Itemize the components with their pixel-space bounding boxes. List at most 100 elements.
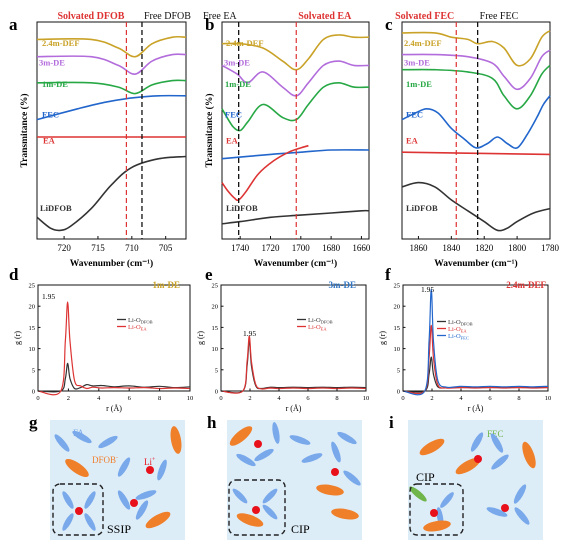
y-tick-label: 10 [212, 346, 219, 353]
li-label: Li+ [144, 457, 156, 467]
x-tick-label: 1660 [352, 243, 371, 253]
dfob-anion [236, 513, 264, 527]
ftir-panel-a: a Solvated DFOB Free DFOB 2.4m-DEF 3m-DE 1m-D… [9, 11, 191, 269]
y-tick-label: 20 [212, 304, 219, 311]
ftir-panels: a Solvated DFOB Free DFOB 2.4m-DEF 3m-DE 1m-D… [9, 11, 560, 269]
y-tick-label: 25 [29, 283, 36, 290]
fa-molecule [490, 433, 504, 453]
ssip-box [52, 483, 104, 536]
x-tick-label: 8 [158, 395, 161, 402]
ssip-label: SSIP [107, 522, 131, 536]
x-axis-label: Wavenumber (cm⁻¹) [70, 258, 153, 269]
spectrum-1m-DE [36, 79, 187, 95]
x-tick-label: 10 [545, 395, 552, 402]
y-tick-label: 5 [397, 367, 400, 374]
x-tick-label: 4 [277, 395, 281, 402]
x-tick-label: 0 [36, 395, 39, 402]
panel-letter-b: b [205, 15, 214, 34]
x-tick-label: 0 [219, 395, 222, 402]
dfob-anion [229, 426, 253, 446]
legend-entry: Li-ODFOB [128, 317, 153, 325]
series-label: LiDFOB [406, 203, 438, 213]
fa-molecule [54, 434, 70, 452]
y-tick-label: 0 [215, 389, 218, 396]
series-label: 2.4m-DEF [42, 38, 80, 48]
li-ion [254, 440, 262, 448]
legend-entry: Li-OEA [448, 326, 467, 334]
x-tick-label: 10 [363, 395, 370, 402]
rdf-curve-Li-O-EA [37, 301, 191, 396]
fa-molecule [98, 435, 118, 449]
x-tick-label: 1800 [508, 243, 527, 253]
spectrum-EA [221, 144, 309, 202]
fa-molecule [440, 492, 454, 508]
header-solvated: Solvated FEC [395, 11, 454, 22]
fa-molecule [337, 431, 357, 445]
x-tick-label: 1820 [475, 243, 494, 253]
peak-label: 1.95 [42, 292, 55, 301]
y-tick-label: 15 [212, 325, 219, 332]
molecules-h [229, 422, 361, 527]
series-label: FEC [406, 109, 423, 119]
y-axis-label: g (r) [196, 331, 205, 345]
y-tick-label: 20 [29, 304, 36, 311]
header-free: Free EA [203, 11, 237, 22]
dfob-anion [65, 458, 89, 478]
panel-title: 1m-DE [153, 280, 181, 290]
y-axis-label: g (r) [378, 331, 387, 345]
spectrum-FEC [36, 94, 187, 121]
x-tick-label: 710 [125, 243, 139, 253]
series-label: 1m-DE [225, 79, 251, 89]
y-tick-label: 15 [29, 325, 36, 332]
series-label: 1m-DE [406, 79, 432, 89]
x-tick-label: 720 [57, 243, 71, 253]
x-tick-label: 8 [517, 395, 520, 402]
dfob-anion [455, 457, 481, 475]
dfob-anion [331, 508, 359, 520]
x-tick-label: 0 [401, 395, 404, 402]
x-axis-label: Wavenumber (cm⁻¹) [254, 258, 337, 269]
spectrum-LiDFOB [221, 209, 370, 225]
fa-molecule [236, 453, 256, 467]
fa-molecule [84, 491, 96, 509]
fec-molecule [409, 486, 427, 502]
peak-label: 1.95 [421, 285, 434, 294]
series-label: FEC [42, 109, 59, 119]
x-tick-label: 2 [430, 395, 433, 402]
y-tick-label: 0 [397, 389, 400, 396]
fa-molecule [84, 513, 96, 531]
y-axis-label: g (r) [13, 331, 22, 345]
fa-molecule [331, 441, 341, 463]
fa-molecule [343, 470, 361, 486]
cip-label: CIP [291, 522, 310, 536]
x-axis-label: r (Å) [468, 404, 484, 413]
peak-label: 1.95 [243, 329, 256, 338]
fa-molecule [117, 490, 131, 510]
plot-frame [401, 21, 551, 240]
panel-title: 3m-DE [329, 280, 357, 290]
fa-molecule [513, 484, 527, 504]
li-ion [474, 455, 482, 463]
series-label: LiDFOB [226, 203, 258, 213]
x-axis-label: r (Å) [106, 404, 122, 413]
x-axis-label: Wavenumber (cm⁻¹) [434, 258, 517, 269]
fa-molecule [157, 459, 167, 481]
spectrum-1m-DE [401, 64, 551, 110]
schematic-g: g FA DFOB- Li+ SSIP [29, 413, 185, 540]
legend-entry: Li-OFEC [448, 333, 469, 341]
fa-molecule [289, 435, 311, 445]
y-axis-label: Transmitance (%) [19, 94, 30, 168]
li-ion [75, 507, 83, 515]
y-tick-label: 5 [215, 367, 218, 374]
y-tick-label: 10 [29, 346, 36, 353]
plot-frame [37, 284, 191, 392]
x-tick-label: 6 [128, 395, 132, 402]
fa-molecule [135, 490, 157, 500]
rdf-curve-Li-O-EA [220, 335, 367, 394]
x-tick-label: 4 [97, 395, 101, 402]
series-label: 3m-DE [404, 57, 430, 67]
spectrum-2.4m-DEF [221, 34, 370, 71]
spectrum-LiDFOB [401, 181, 551, 232]
